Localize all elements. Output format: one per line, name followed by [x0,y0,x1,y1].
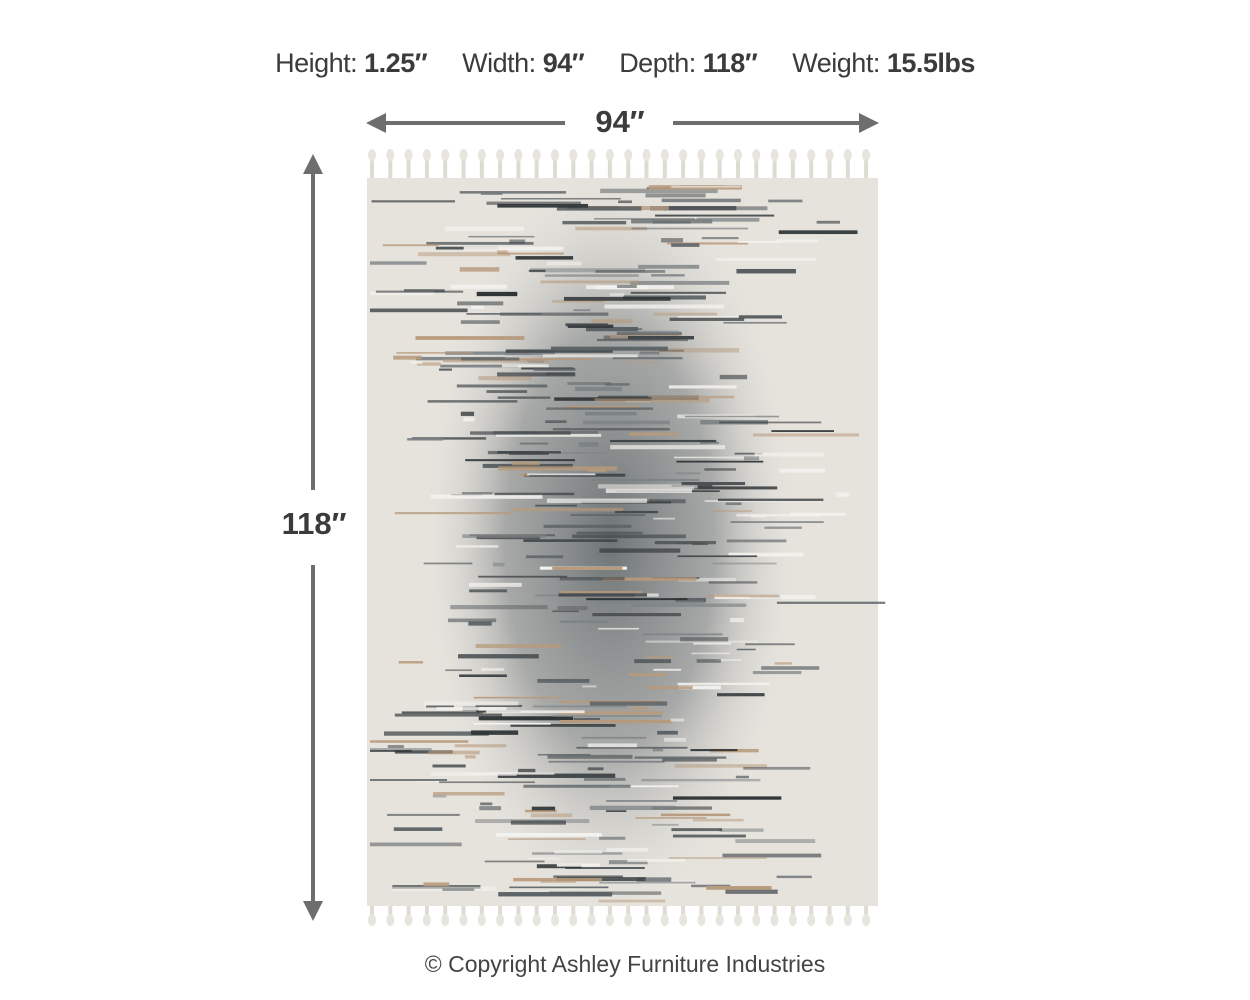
spec-value: 94″ [542,48,585,78]
height-arrow [303,154,323,921]
spec-label: Width: [462,48,536,78]
spec-value: 1.25″ [364,48,428,78]
rug-image [367,149,886,926]
spec-label: Height: [275,48,358,78]
width-dimension-label: 94″ [595,104,645,139]
spec-width: Width: 94″ [462,48,585,79]
copyright-text: © Copyright Ashley Furniture Industries [424,951,826,977]
spec-value: 15.5lbs [886,48,976,78]
spec-height: Height: 1.25″ [275,48,428,79]
spec-weight: Weight: 15.5lbs [792,48,975,79]
spec-label: Depth: [619,48,696,78]
spec-depth: Depth: 118″ [619,48,758,79]
spec-label: Weight: [792,48,880,78]
width-arrow [366,113,879,133]
height-dimension-label: 118″ [281,506,347,541]
product-specs: Height: 1.25″ Width: 94″ Depth: 118″ Wei… [0,48,1250,79]
spec-value: 118″ [702,48,758,78]
